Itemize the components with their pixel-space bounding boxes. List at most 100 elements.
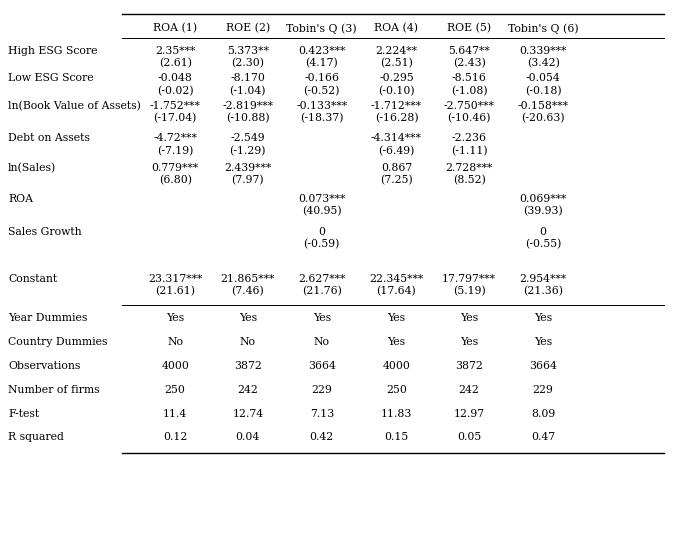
Text: Constant: Constant: [8, 274, 57, 284]
Text: -0.295: -0.295: [379, 73, 414, 83]
Text: -0.133***: -0.133***: [297, 101, 347, 111]
Text: 0.867: 0.867: [381, 163, 412, 173]
Text: (17.64): (17.64): [377, 286, 417, 296]
Text: No: No: [314, 337, 330, 347]
Text: 229: 229: [311, 385, 332, 395]
Text: (-0.18): (-0.18): [525, 86, 561, 96]
Text: (7.46): (7.46): [231, 286, 264, 296]
Text: 23.317***: 23.317***: [148, 274, 202, 284]
Text: -0.054: -0.054: [526, 73, 561, 83]
Text: 3664: 3664: [308, 361, 336, 371]
Text: Yes: Yes: [534, 313, 552, 324]
Text: -4.72***: -4.72***: [153, 133, 197, 143]
Text: (-0.59): (-0.59): [303, 239, 340, 250]
Text: Number of firms: Number of firms: [8, 385, 100, 395]
Text: -0.158***: -0.158***: [518, 101, 569, 111]
Text: 4000: 4000: [161, 361, 189, 371]
Text: (39.93): (39.93): [523, 206, 563, 217]
Text: Sales Growth: Sales Growth: [8, 227, 82, 237]
Text: 0: 0: [540, 227, 547, 237]
Text: 0.339***: 0.339***: [520, 46, 567, 56]
Text: 2.954***: 2.954***: [520, 274, 567, 284]
Text: 8.09: 8.09: [531, 409, 555, 419]
Text: 3664: 3664: [529, 361, 557, 371]
Text: (-0.52): (-0.52): [303, 86, 340, 96]
Text: 2.35***: 2.35***: [155, 46, 195, 56]
Text: 0.779***: 0.779***: [152, 163, 199, 173]
Text: (-1.08): (-1.08): [451, 86, 487, 96]
Text: (21.61): (21.61): [155, 286, 195, 296]
Text: 0.42: 0.42: [309, 432, 334, 442]
Text: Year Dummies: Year Dummies: [8, 313, 88, 324]
Text: -1.752***: -1.752***: [150, 101, 201, 111]
Text: Yes: Yes: [388, 337, 406, 347]
Text: 2.224**: 2.224**: [375, 46, 417, 56]
Text: (21.36): (21.36): [523, 286, 563, 296]
Text: (-0.55): (-0.55): [525, 239, 561, 250]
Text: -0.048: -0.048: [158, 73, 193, 83]
Text: ROA (4): ROA (4): [375, 23, 419, 33]
Text: (6.80): (6.80): [158, 175, 191, 186]
Text: (-6.49): (-6.49): [378, 145, 415, 156]
Text: (-20.63): (-20.63): [521, 113, 565, 123]
Text: Tobin's Q (3): Tobin's Q (3): [286, 23, 357, 34]
Text: Yes: Yes: [460, 337, 478, 347]
Text: 250: 250: [164, 385, 185, 395]
Text: ROA (1): ROA (1): [153, 23, 197, 33]
Text: High ESG Score: High ESG Score: [8, 46, 98, 56]
Text: -4.314***: -4.314***: [371, 133, 422, 143]
Text: 250: 250: [386, 385, 407, 395]
Text: (-1.29): (-1.29): [230, 145, 266, 156]
Text: -0.166: -0.166: [304, 73, 339, 83]
Text: 11.83: 11.83: [381, 409, 412, 419]
Text: ln(Sales): ln(Sales): [8, 163, 57, 173]
Text: Country Dummies: Country Dummies: [8, 337, 108, 347]
Text: 4000: 4000: [383, 361, 410, 371]
Text: 3872: 3872: [234, 361, 262, 371]
Text: 0.12: 0.12: [163, 432, 187, 442]
Text: (-7.19): (-7.19): [157, 145, 193, 156]
Text: -2.236: -2.236: [452, 133, 487, 143]
Text: Observations: Observations: [8, 361, 80, 371]
Text: 0.069***: 0.069***: [520, 194, 567, 204]
Text: No: No: [167, 337, 183, 347]
Text: 0: 0: [318, 227, 326, 237]
Text: (8.52): (8.52): [453, 175, 485, 186]
Text: No: No: [240, 337, 256, 347]
Text: 0.15: 0.15: [384, 432, 408, 442]
Text: 2.439***: 2.439***: [224, 163, 272, 173]
Text: 0.05: 0.05: [457, 432, 481, 442]
Text: 21.865***: 21.865***: [220, 274, 275, 284]
Text: Yes: Yes: [388, 313, 406, 324]
Text: Low ESG Score: Low ESG Score: [8, 73, 94, 83]
Text: (-10.88): (-10.88): [226, 113, 270, 123]
Text: 0.073***: 0.073***: [298, 194, 346, 204]
Text: 12.74: 12.74: [233, 409, 264, 419]
Text: (2.43): (2.43): [453, 59, 485, 69]
Text: (-0.02): (-0.02): [157, 86, 193, 96]
Text: (-0.10): (-0.10): [378, 86, 415, 96]
Text: (2.51): (2.51): [380, 59, 413, 69]
Text: (4.17): (4.17): [305, 59, 338, 69]
Text: 7.13: 7.13: [309, 409, 334, 419]
Text: 0.04: 0.04: [236, 432, 260, 442]
Text: (-1.11): (-1.11): [451, 145, 487, 156]
Text: ROE (5): ROE (5): [447, 23, 491, 33]
Text: 2.728***: 2.728***: [446, 163, 493, 173]
Text: 12.97: 12.97: [454, 409, 485, 419]
Text: 5.647**: 5.647**: [448, 46, 490, 56]
Text: (7.97): (7.97): [231, 175, 264, 186]
Text: 0.423***: 0.423***: [298, 46, 346, 56]
Text: Yes: Yes: [166, 313, 184, 324]
Text: 11.4: 11.4: [163, 409, 187, 419]
Text: (-17.04): (-17.04): [154, 113, 197, 123]
Text: 2.627***: 2.627***: [298, 274, 346, 284]
Text: Debt on Assets: Debt on Assets: [8, 133, 90, 143]
Text: 242: 242: [237, 385, 258, 395]
Text: Yes: Yes: [313, 313, 331, 324]
Text: -8.516: -8.516: [452, 73, 487, 83]
Text: (-1.04): (-1.04): [230, 86, 266, 96]
Text: (-10.46): (-10.46): [448, 113, 491, 123]
Text: (3.42): (3.42): [526, 59, 559, 69]
Text: -2.819***: -2.819***: [222, 101, 274, 111]
